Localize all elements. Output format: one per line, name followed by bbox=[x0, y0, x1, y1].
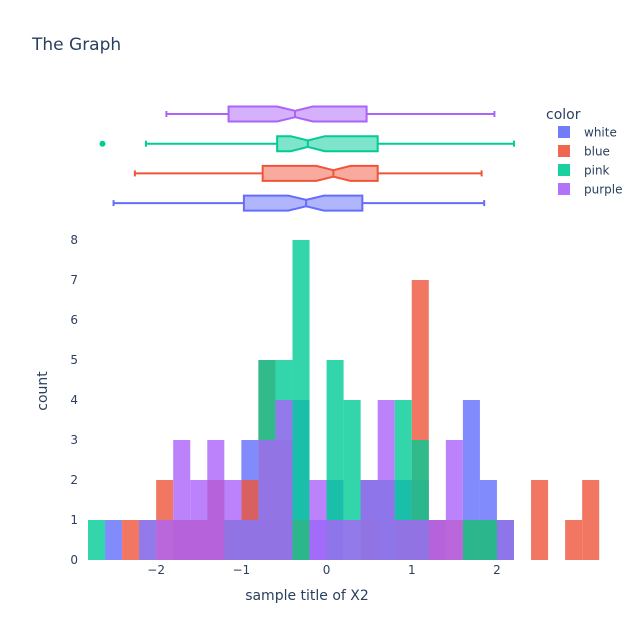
y-axis-ticks: 0 1 2 3 4 5 6 7 8 bbox=[70, 233, 78, 567]
histogram-bar-purple[interactable] bbox=[156, 520, 174, 560]
legend-item-purple[interactable]: purple bbox=[558, 183, 623, 197]
histogram-bar-purple[interactable] bbox=[411, 520, 429, 560]
x-axis-ticks: −2 −1 0 1 2 bbox=[147, 563, 500, 577]
histogram-bar-purple[interactable] bbox=[275, 400, 293, 560]
y-tick-label: 4 bbox=[70, 393, 78, 407]
boxplot-blue[interactable] bbox=[133, 164, 483, 182]
x-tick-label: −1 bbox=[233, 563, 251, 577]
histogram-bar-purple[interactable] bbox=[445, 440, 463, 560]
histogram-bar-purple[interactable] bbox=[190, 480, 208, 560]
histogram-bar-purple[interactable] bbox=[173, 440, 191, 560]
legend[interactable]: color white blue pink purple bbox=[546, 107, 623, 197]
y-tick-label: 3 bbox=[70, 433, 78, 447]
histogram-bar-purple[interactable] bbox=[394, 520, 412, 560]
y-axis-title: count bbox=[35, 371, 51, 411]
legend-label: purple bbox=[584, 183, 623, 197]
y-tick-label: 7 bbox=[70, 273, 78, 287]
histogram-bar-purple[interactable] bbox=[224, 480, 242, 560]
histogram-bar-purple[interactable] bbox=[241, 520, 259, 560]
y-tick-label: 1 bbox=[70, 513, 78, 527]
x-tick-label: 2 bbox=[493, 563, 501, 577]
legend-swatch bbox=[558, 145, 570, 157]
legend-swatch bbox=[558, 183, 570, 195]
histogram-bar-purple[interactable] bbox=[139, 520, 157, 560]
histogram-bar-purple[interactable] bbox=[377, 400, 395, 560]
y-tick-label: 8 bbox=[70, 233, 78, 247]
legend-swatch bbox=[558, 164, 570, 176]
boxplot-purple[interactable] bbox=[165, 105, 496, 123]
histogram-bar-purple[interactable] bbox=[360, 480, 378, 560]
histogram-bar-purple[interactable] bbox=[496, 520, 514, 560]
x-axis-title: sample title of X2 bbox=[245, 588, 369, 604]
legend-label: blue bbox=[584, 145, 610, 159]
histogram-bar-pink[interactable] bbox=[88, 520, 106, 560]
legend-item-pink[interactable]: pink bbox=[558, 164, 610, 178]
legend-item-blue[interactable]: blue bbox=[558, 145, 610, 159]
legend-label: white bbox=[584, 126, 617, 140]
y-tick-label: 5 bbox=[70, 353, 78, 367]
histogram-bar-purple[interactable] bbox=[207, 440, 225, 560]
histogram-bar-purple[interactable] bbox=[309, 480, 327, 560]
histogram-bar-blue[interactable] bbox=[582, 480, 600, 560]
histogram-bar-blue[interactable] bbox=[531, 480, 549, 560]
histogram-bar-purple[interactable] bbox=[343, 520, 361, 560]
x-tick-label: −2 bbox=[147, 563, 165, 577]
histogram-bar-pink[interactable] bbox=[479, 520, 497, 560]
histogram-bar-blue[interactable] bbox=[565, 520, 583, 560]
boxplot-white[interactable] bbox=[112, 194, 486, 212]
histogram-bar-pink[interactable] bbox=[326, 360, 344, 560]
x-tick-label: 1 bbox=[408, 563, 416, 577]
legend-item-white[interactable]: white bbox=[558, 126, 617, 140]
legend-title: color bbox=[546, 107, 581, 123]
histogram-bar-pink[interactable] bbox=[462, 520, 480, 560]
marginal-boxplots bbox=[99, 105, 515, 212]
y-tick-label: 2 bbox=[70, 473, 78, 487]
legend-swatch bbox=[558, 126, 570, 138]
y-tick-label: 6 bbox=[70, 313, 78, 327]
histogram-bar-purple[interactable] bbox=[428, 520, 446, 560]
histogram-bars bbox=[88, 240, 600, 560]
outlier-point[interactable] bbox=[99, 140, 106, 147]
legend-label: pink bbox=[584, 164, 610, 178]
histogram-bar-purple[interactable] bbox=[326, 520, 344, 560]
histogram-bar-blue[interactable] bbox=[122, 520, 140, 560]
histogram-bar-white[interactable] bbox=[105, 520, 123, 560]
histogram-bar-pink[interactable] bbox=[292, 240, 310, 560]
y-tick-label: 0 bbox=[70, 553, 78, 567]
x-tick-label: 0 bbox=[323, 563, 331, 577]
histogram-bar-purple[interactable] bbox=[258, 440, 276, 560]
chart-title: The Graph bbox=[31, 35, 121, 55]
boxplot-pink[interactable] bbox=[99, 135, 515, 153]
